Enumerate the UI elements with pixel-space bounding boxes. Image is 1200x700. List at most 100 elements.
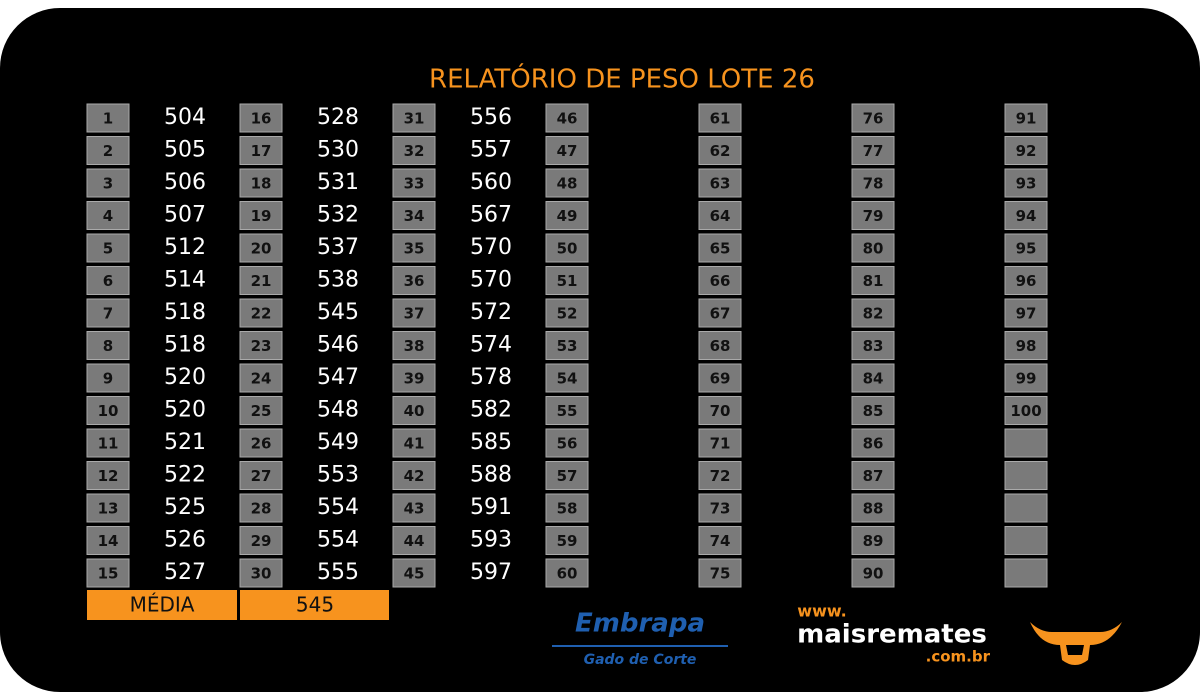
index-number: 70 (710, 402, 731, 420)
index-box (851, 103, 895, 133)
weight: 530 (317, 138, 359, 163)
weight: 512 (164, 235, 206, 260)
weight: 555 (317, 560, 359, 585)
weight: 504 (164, 105, 206, 130)
index-box (86, 558, 130, 588)
index-number: 4 (103, 207, 113, 225)
index-box (86, 526, 130, 555)
index-number: 57 (557, 467, 578, 485)
weight: 582 (470, 398, 512, 423)
index-number: 33 (404, 175, 425, 193)
index-box (545, 331, 589, 360)
index-number: 95 (1016, 240, 1037, 258)
index-box (86, 233, 130, 263)
weight: 532 (317, 203, 359, 228)
weight: 570 (470, 268, 512, 293)
title: RELATÓRIO DE PESO LOTE 26 (429, 63, 815, 95)
weight: 525 (164, 495, 206, 520)
index-box (851, 201, 895, 230)
index-box (851, 363, 895, 393)
index-box (1004, 201, 1048, 230)
index-number: 69 (710, 370, 731, 388)
bull-logo (1030, 622, 1122, 665)
index-number: 36 (404, 272, 425, 290)
index-number: 38 (404, 337, 425, 355)
index-number: 15 (98, 565, 119, 583)
weight: 528 (317, 105, 359, 130)
weight: 506 (164, 170, 206, 195)
index-box (1004, 103, 1048, 133)
index-box (698, 168, 742, 198)
index-number: 31 (404, 110, 425, 128)
index-number: 75 (710, 565, 731, 583)
index-box (392, 136, 436, 165)
index-box (698, 461, 742, 490)
index-number: 14 (98, 532, 119, 550)
index-box (239, 363, 283, 393)
weight: 545 (317, 300, 359, 325)
index-number: 51 (557, 272, 578, 290)
index-box (239, 493, 283, 523)
index-box (698, 266, 742, 295)
index-box (698, 493, 742, 523)
weight: 531 (317, 170, 359, 195)
index-number: 89 (863, 532, 884, 550)
background (0, 8, 1200, 692)
index-number: 92 (1016, 142, 1037, 160)
index-number: 34 (404, 207, 425, 225)
index-box (698, 363, 742, 393)
index-number: 74 (710, 532, 731, 550)
index-box (392, 526, 436, 555)
index-box (698, 526, 742, 555)
index-number: 25 (251, 402, 272, 420)
weight: 518 (164, 333, 206, 358)
index-box (545, 396, 589, 425)
index-box (545, 103, 589, 133)
average-label-box (87, 590, 237, 620)
index-number: 53 (557, 337, 578, 355)
weight: 567 (470, 203, 512, 228)
index-box (239, 136, 283, 165)
index-number: 79 (863, 207, 884, 225)
index-box (86, 493, 130, 523)
index-box (86, 298, 130, 328)
index-box (239, 558, 283, 588)
index-box (851, 396, 895, 425)
index-box (392, 266, 436, 295)
index-box (86, 461, 130, 490)
average-value: 545 (296, 593, 334, 617)
index-box (392, 298, 436, 328)
index-box (545, 526, 589, 555)
index-number: 41 (404, 435, 425, 453)
index-number: 45 (404, 565, 425, 583)
index-box (851, 461, 895, 490)
weight: 518 (164, 300, 206, 325)
index-number: 81 (863, 272, 884, 290)
index-number: 24 (251, 370, 272, 388)
index-number: 61 (710, 110, 731, 128)
weight: 549 (317, 430, 359, 455)
index-number: 46 (557, 110, 578, 128)
index-number: 49 (557, 207, 578, 225)
weight: 554 (317, 495, 359, 520)
index-number: 90 (863, 565, 884, 583)
weight: 538 (317, 268, 359, 293)
index-box (698, 103, 742, 133)
index-number: 20 (251, 240, 272, 258)
index-box (392, 396, 436, 425)
index-box (239, 298, 283, 328)
index-box (545, 136, 589, 165)
index-box (86, 168, 130, 198)
index-box (851, 558, 895, 588)
index-box (545, 233, 589, 263)
index-box (239, 331, 283, 360)
index-box (392, 201, 436, 230)
index-box (698, 428, 742, 458)
index-box (1004, 233, 1048, 263)
index-box (1004, 331, 1048, 360)
embrapa-logo: Embrapa (575, 609, 705, 639)
index-box (392, 233, 436, 263)
average-label: MÉDIA (130, 593, 195, 617)
index-number: 32 (404, 142, 425, 160)
weight: 574 (470, 333, 512, 358)
